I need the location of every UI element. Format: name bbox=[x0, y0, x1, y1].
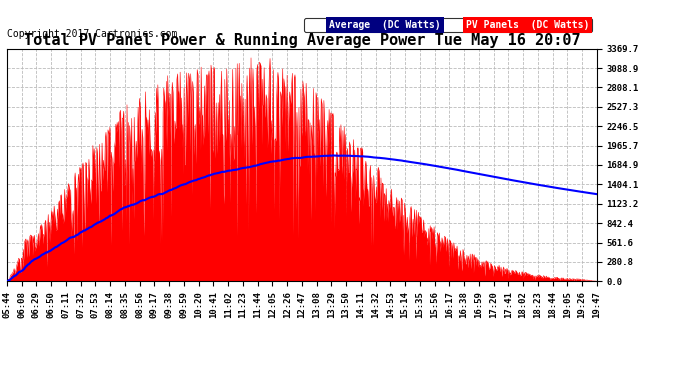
Text: Copyright 2017 Cartronics.com: Copyright 2017 Cartronics.com bbox=[7, 30, 177, 39]
Title: Total PV Panel Power & Running Average Power Tue May 16 20:07: Total PV Panel Power & Running Average P… bbox=[23, 32, 580, 48]
Legend: Average  (DC Watts), PV Panels  (DC Watts): Average (DC Watts), PV Panels (DC Watts) bbox=[304, 18, 592, 32]
